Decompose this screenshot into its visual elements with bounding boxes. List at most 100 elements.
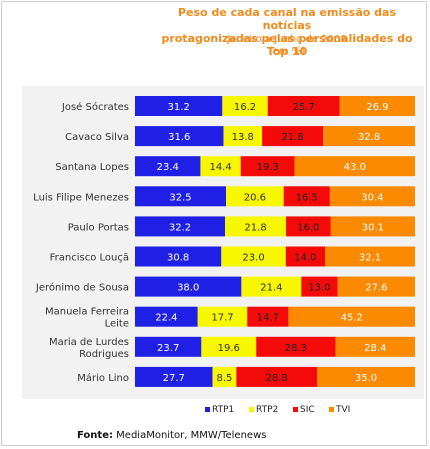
- data-label: 21.8: [282, 132, 304, 143]
- bar-segment-rtp1: [135, 156, 201, 177]
- category-label: Luis Filipe Menezes: [33, 192, 129, 203]
- bar-segment-sic: [240, 156, 295, 177]
- data-label: 26.9: [366, 102, 388, 113]
- data-label: 14.7: [257, 313, 279, 324]
- legend-label-rtp1: RTP1: [212, 405, 234, 415]
- legend-label-tvi: TVI: [335, 405, 350, 415]
- bar-segment-rtp2: [225, 216, 287, 237]
- data-label: 25.7: [293, 102, 315, 113]
- data-label: 23.4: [157, 162, 179, 173]
- data-label: 32.1: [359, 253, 381, 264]
- bar-segment-rtp2: [212, 366, 237, 387]
- legend-swatch-rtp1: [205, 407, 210, 412]
- category-label: Mário Lino: [77, 372, 129, 384]
- data-label: 22.4: [155, 313, 177, 324]
- data-label: 17.7: [211, 313, 233, 324]
- data-label: 16.0: [297, 222, 319, 233]
- bar-segment-sic: [247, 306, 289, 327]
- data-label: 38.0: [177, 283, 199, 294]
- bar-segment-tvi: [294, 156, 415, 177]
- bar-segment-rtp1: [135, 126, 224, 147]
- bar-segment-tvi: [325, 246, 415, 267]
- category-label: Jerónimo de Sousa: [35, 282, 129, 294]
- bar-segment-rtp2: [221, 246, 286, 267]
- data-label: 19.3: [257, 162, 279, 173]
- bar-segment-sic: [286, 216, 331, 237]
- data-label: 13.8: [232, 132, 254, 143]
- category-label: Manuela Ferreira Leite: [45, 307, 129, 330]
- bar-segment-tvi: [323, 126, 415, 147]
- legend-swatch-rtp2: [249, 407, 254, 412]
- data-label: 32.5: [169, 192, 191, 203]
- chart-subtitle: Janeiro a Junho de 2008 (em %): [227, 34, 347, 57]
- bar-segment-rtp2: [222, 96, 268, 116]
- chart-title: Peso de cada canal na emissão das notíci…: [161, 6, 413, 58]
- bar-segment-rtp1: [135, 186, 226, 207]
- data-label: 35.0: [355, 373, 377, 384]
- bar-segment-rtp2: [223, 126, 263, 147]
- bar-segment-rtp2: [201, 336, 257, 357]
- data-label: 28.8: [266, 373, 288, 384]
- bar-segment-rtp1: [135, 96, 223, 116]
- legend-label-sic: SIC: [300, 405, 315, 415]
- data-label: 23.0: [242, 253, 264, 264]
- bar-segment-sic: [283, 186, 330, 207]
- category-label: José Sócrates: [61, 101, 129, 113]
- data-label: 23.7: [157, 343, 179, 354]
- data-label: 32.2: [169, 222, 191, 233]
- data-label: 16.5: [296, 192, 318, 203]
- bar-segment-rtp1: [135, 246, 222, 267]
- data-label: 14.0: [294, 253, 316, 264]
- data-label: 30.8: [167, 253, 189, 264]
- bar-segment-sic: [267, 96, 340, 116]
- source-note: Fonte: MediaMonitor, MMW/Telenews: [77, 430, 266, 441]
- bar-segment-rtp1: [135, 306, 198, 327]
- bar-segment-tvi: [317, 366, 415, 387]
- bar-segment-rtp2: [226, 186, 284, 207]
- category-label: Cavaco Silva: [65, 132, 129, 143]
- bar-segment-tvi: [329, 186, 415, 207]
- data-label: 8.5: [217, 373, 233, 384]
- data-label: 16.2: [234, 102, 256, 113]
- data-label: 31.2: [168, 102, 190, 113]
- category-label: Maria de Lurdes Rodrigues: [49, 337, 129, 360]
- bar-segment-rtp2: [200, 156, 241, 177]
- data-label: 28.4: [364, 343, 386, 354]
- bar-segment-rtp1: [135, 216, 226, 237]
- legend-swatch-tvi: [329, 407, 334, 412]
- category-label: Francisco Louçã: [50, 253, 129, 264]
- data-label: 19.6: [218, 343, 240, 354]
- data-label: 32.8: [358, 132, 380, 143]
- bar-segment-sic: [301, 276, 338, 297]
- data-label: 13.0: [308, 283, 330, 294]
- data-label: 27.7: [163, 373, 185, 384]
- bar-segment-tvi: [288, 306, 415, 327]
- source-label: Fonte:: [77, 430, 113, 441]
- bar-segment-tvi: [339, 96, 415, 116]
- bar-segment-sic: [236, 366, 317, 387]
- data-label: 45.2: [341, 313, 363, 324]
- data-label: 21.8: [244, 222, 266, 233]
- data-label: 27.6: [365, 283, 387, 294]
- legend-swatch-sic: [293, 407, 298, 412]
- bar-segment-sic: [285, 246, 326, 267]
- category-label: Santana Lopes: [55, 162, 129, 173]
- bar-segment-rtp1: [135, 336, 202, 357]
- bar-segment-sic: [256, 336, 336, 357]
- data-label: 31.6: [168, 132, 190, 143]
- bar-segment-rtp2: [241, 276, 302, 297]
- bar-segment-rtp1: [135, 276, 242, 297]
- legend-label-rtp2: RTP2: [256, 405, 278, 415]
- category-label: Paulo Portas: [68, 222, 129, 233]
- bar-segment-tvi: [335, 336, 415, 357]
- source-text: MediaMonitor, MMW/Telenews: [112, 430, 267, 441]
- bar-segment-sic: [262, 126, 324, 147]
- bar-segment-rtp1: [135, 366, 213, 387]
- bar-segment-rtp2: [197, 306, 248, 327]
- data-label: 30.4: [361, 192, 383, 203]
- data-label: 14.4: [209, 162, 231, 173]
- data-label: 20.6: [244, 192, 266, 203]
- bar-segment-tvi: [330, 216, 415, 237]
- data-label: 30.1: [362, 222, 384, 233]
